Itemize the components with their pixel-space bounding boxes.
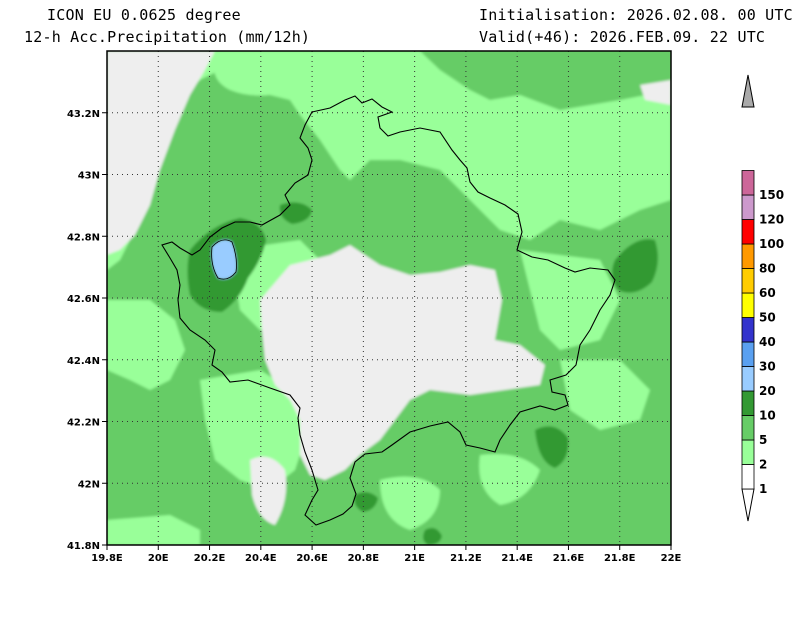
- colorbar-level-label: 40: [759, 335, 776, 349]
- colorbar-segment: [741, 415, 755, 441]
- model-title: ICON EU 0.0625 degree: [47, 6, 241, 24]
- lon-tick-label: 21E: [404, 553, 425, 564]
- lat-tick-label: 43.2N: [67, 109, 100, 120]
- colorbar-segment: [741, 390, 755, 416]
- lat-tick-label: 41.8N: [67, 541, 100, 552]
- colorbar-segment: [741, 366, 755, 392]
- colorbar-level-label: 1: [759, 482, 767, 496]
- lon-tick-label: 21.2E: [450, 553, 482, 564]
- colorbar-level-label: 30: [759, 360, 776, 374]
- lat-tick-label: 42.8N: [67, 232, 100, 243]
- lon-tick-label: 20.8E: [348, 553, 380, 564]
- colorbar-segment: [741, 219, 755, 245]
- colorbar-segment: [741, 464, 755, 490]
- colorbar-segment: [741, 292, 755, 318]
- colorbar-segment: [741, 194, 755, 220]
- colorbar-segment: [741, 439, 755, 465]
- precip-10-20mm-zone: [211, 239, 237, 280]
- colorbar-segment: [741, 170, 755, 196]
- colorbar-level-label: 50: [759, 311, 776, 325]
- colorbar-level-label: 80: [759, 262, 776, 276]
- lat-tick-label: 42.4N: [67, 356, 100, 367]
- lon-tick-label: 20.2E: [194, 553, 226, 564]
- colorbar-level-label: 60: [759, 286, 776, 300]
- colorbar-segment: [741, 243, 755, 269]
- lon-tick-label: 21.4E: [501, 553, 533, 564]
- lon-tick-label: 20E: [148, 553, 169, 564]
- lat-tick-label: 42.6N: [67, 294, 100, 305]
- country-border: [161, 95, 616, 526]
- init-time: Initialisation: 2026.02.08. 00 UTC: [479, 6, 793, 24]
- valid-time: Valid(+46): 2026.FEB.09. 22 UTC: [479, 28, 766, 46]
- colorbar-level-label: 150: [759, 188, 784, 202]
- colorbar-level-label: 20: [759, 384, 776, 398]
- colorbar-segment: [741, 341, 755, 367]
- colorbar-level-label: 120: [759, 213, 784, 227]
- colorbar-level-label: 5: [759, 433, 767, 447]
- lon-tick-label: 19.8E: [91, 553, 123, 564]
- lon-tick-label: 21.6E: [553, 553, 585, 564]
- lon-tick-label: 20.4E: [245, 553, 277, 564]
- colorbar-over-arrow: [741, 74, 755, 108]
- lon-tick-label: 21.8E: [604, 553, 636, 564]
- lon-tick-label: 20.6E: [296, 553, 328, 564]
- colorbar-legend: 1 2 5 10 20 30 40 50 60 80 100 120 150: [741, 74, 784, 522]
- lat-tick-label: 42.2N: [67, 418, 100, 429]
- colorbar-under-arrow: [741, 488, 755, 522]
- lat-tick-label: 43N: [78, 171, 100, 182]
- lon-tick-label: 22E: [661, 553, 682, 564]
- precip-below-1mm-zones: [107, 51, 671, 525]
- colorbar-segment: [741, 317, 755, 343]
- longitude-axis: 19.8E 20E 20.2E 20.4E 20.6E 20.8E 21E 21.2E 21.4…: [91, 545, 682, 564]
- colorbar-segment: [741, 268, 755, 294]
- lat-tick-label: 42N: [78, 479, 100, 490]
- latitude-axis: 41.8N 42N 42.2N 42.4N 42.6N 42.8N 43N 43.2N: [67, 109, 107, 552]
- field-title: 12-h Acc.Precipitation (mm/12h): [24, 28, 311, 46]
- colorbar-level-label: 10: [759, 409, 776, 423]
- colorbar-level-label: 100: [759, 237, 784, 251]
- precip-field: [107, 51, 671, 545]
- lake-outline: [211, 239, 237, 280]
- colorbar-level-label: 2: [759, 458, 767, 472]
